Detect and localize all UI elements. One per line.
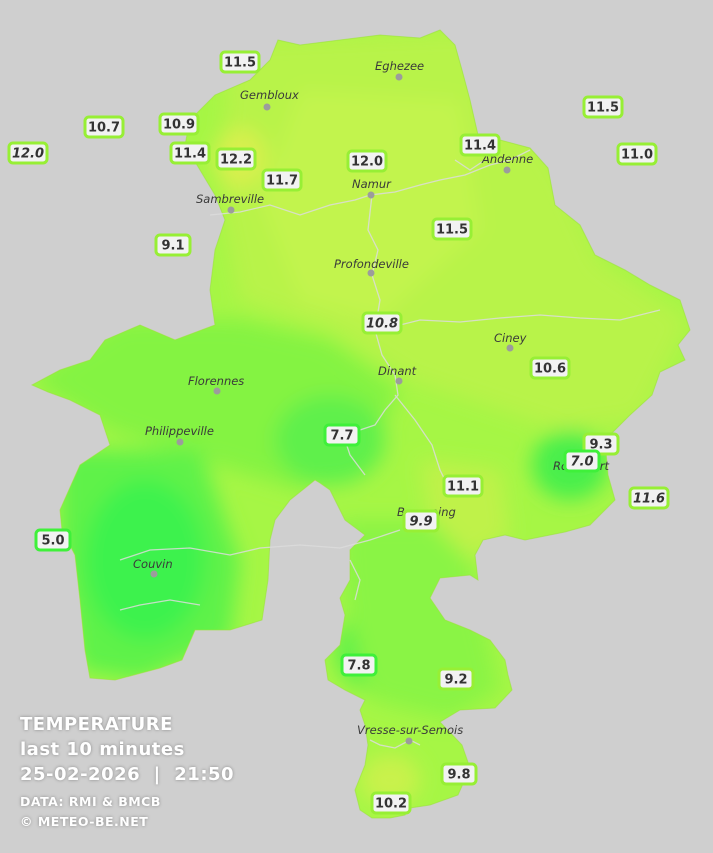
station-temperature-value: 11.4 xyxy=(464,139,496,154)
station-temperature-value: 9.8 xyxy=(447,768,470,783)
station-badge-box xyxy=(459,133,501,157)
station-badge: 10.7 xyxy=(83,115,125,139)
legend-subtitle: last 10 minutes xyxy=(20,739,185,760)
station-badge-box xyxy=(402,509,440,533)
station-temperature-value: 11.5 xyxy=(587,101,619,116)
station-badge-box xyxy=(370,791,412,815)
city-label-gembloux: Gembloux xyxy=(240,88,299,102)
station-badge-box xyxy=(563,449,601,473)
station-temperature-value: 7.0 xyxy=(570,455,593,470)
station-temperature-value: 11.4 xyxy=(174,147,206,162)
station-badge-box xyxy=(437,667,475,691)
station-temperature-value: 11.5 xyxy=(224,56,256,71)
city-label-dinant: Dinant xyxy=(378,364,417,378)
map-legend: TEMPERATURE last 10 minutes 25-02-2026 |… xyxy=(20,712,234,831)
station-badge-box xyxy=(440,762,478,786)
station-badge-box xyxy=(361,311,403,335)
station-badge-box xyxy=(261,168,303,192)
station-temperature-value: 12.0 xyxy=(351,155,383,170)
city-label-eghezee: Eghezee xyxy=(375,59,424,73)
station-badge: 11.5 xyxy=(582,95,624,119)
city-label-namur: Namur xyxy=(352,177,392,191)
station-temperature-value: 11.1 xyxy=(447,480,479,495)
station-badge: 9.9 xyxy=(402,509,440,533)
station-temperature-value: 11.0 xyxy=(621,148,653,163)
station-temperature-value: 10.6 xyxy=(534,362,566,377)
station-temperature-value: 9.1 xyxy=(161,239,184,254)
station-badge-box xyxy=(582,95,624,119)
city-label-vresse-sur-semois: Vresse-sur-Semois xyxy=(357,723,463,737)
city-label-profondeville: Profondeville xyxy=(334,257,409,271)
station-badges: 11.5 10.9 10.7 12.0 11.4 12.2 11.7 12.0 11.4 11.5… xyxy=(7,50,670,815)
station-badge: 9.3 xyxy=(582,432,620,456)
station-badge: 12.0 xyxy=(346,149,388,173)
station-badge-box xyxy=(431,217,473,241)
station-badge-box xyxy=(83,115,125,139)
station-badge: 7.7 xyxy=(323,423,361,447)
city-label-philippeville: Philippeville xyxy=(145,424,214,438)
station-badge: 11.4 xyxy=(459,133,501,157)
station-badge: 7.8 xyxy=(340,653,378,677)
station-badge: 12.2 xyxy=(215,147,257,171)
station-temperature-value: 7.7 xyxy=(330,429,353,444)
station-temperature-value: 11.7 xyxy=(266,174,298,189)
station-temperature-value: 5.0 xyxy=(41,534,64,549)
station-badge: 11.0 xyxy=(616,142,658,166)
station-badge-box xyxy=(215,147,257,171)
station-badge: 10.8 xyxy=(361,311,403,335)
station-badge: 11.4 xyxy=(169,141,211,165)
station-badge-box xyxy=(219,50,261,74)
station-temperature-value: 9.2 xyxy=(444,673,467,688)
station-badge: 11.1 xyxy=(442,474,484,498)
station-temperature-value: 11.6 xyxy=(633,492,665,507)
station-badge: 11.5 xyxy=(431,217,473,241)
city-label-couvin: Couvin xyxy=(133,557,173,571)
station-badge: 9.2 xyxy=(437,667,475,691)
station-temperature-value: 10.8 xyxy=(366,317,398,332)
station-temperature-value: 10.2 xyxy=(375,797,407,812)
city-label-florennes: Florennes xyxy=(188,374,244,388)
station-badge: 10.6 xyxy=(529,356,571,380)
station-badge-box xyxy=(154,233,192,257)
station-temperature-value: 11.5 xyxy=(436,223,468,238)
legend-copyright: © METEO-BE.NET xyxy=(20,814,149,829)
legend-title: TEMPERATURE xyxy=(20,714,173,735)
station-badge: 11.5 xyxy=(219,50,261,74)
station-badge-box xyxy=(169,141,211,165)
station-badge-box xyxy=(323,423,361,447)
station-badge-box xyxy=(442,474,484,498)
station-badge-box xyxy=(628,486,670,510)
station-badge: 12.0 xyxy=(7,141,49,165)
station-badge-box xyxy=(34,528,72,552)
station-badge-box xyxy=(7,141,49,165)
station-badge-box xyxy=(340,653,378,677)
station-badge: 9.8 xyxy=(440,762,478,786)
station-badge: 7.0 xyxy=(563,449,601,473)
station-badge-box xyxy=(582,432,620,456)
station-badge: 11.6 xyxy=(628,486,670,510)
station-badge-box xyxy=(616,142,658,166)
city-label-ciney: Ciney xyxy=(494,331,527,345)
station-badge-box xyxy=(346,149,388,173)
station-temperature-value: 12.0 xyxy=(12,147,44,162)
rivers xyxy=(119,149,661,749)
station-temperature-value: 7.8 xyxy=(347,659,370,674)
station-temperature-value: 10.9 xyxy=(163,118,195,133)
station-temperature-value: 9.3 xyxy=(589,438,612,453)
station-badge-box xyxy=(529,356,571,380)
legend-datetime: 25-02-2026 | 21:50 xyxy=(20,764,235,785)
station-badge: 10.9 xyxy=(158,112,200,136)
station-badge: 5.0 xyxy=(34,528,72,552)
station-badge: 11.7 xyxy=(261,168,303,192)
station-badge: 10.2 xyxy=(370,791,412,815)
station-temperature-value: 9.9 xyxy=(409,515,432,530)
station-badge: 9.1 xyxy=(154,233,192,257)
legend-source: DATA: RMI & BMCB xyxy=(20,794,161,809)
station-temperature-value: 12.2 xyxy=(220,153,252,168)
city-label-sambreville: Sambreville xyxy=(196,192,264,206)
station-badge-box xyxy=(158,112,200,136)
station-temperature-value: 10.7 xyxy=(88,121,120,136)
